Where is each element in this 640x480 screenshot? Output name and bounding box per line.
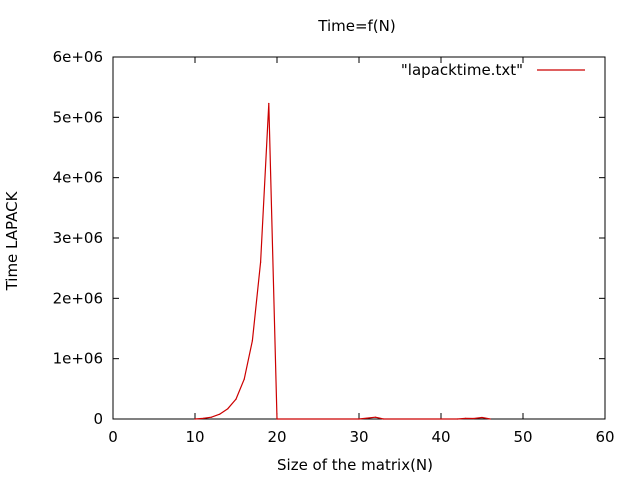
chart-title: Time=f(N) <box>317 17 395 35</box>
x-tick-label: 50 <box>513 428 532 446</box>
data-point <box>251 340 253 342</box>
x-tick-label: 40 <box>431 428 450 446</box>
data-point <box>235 398 237 400</box>
y-tick-label: 1e+06 <box>53 350 103 368</box>
y-tick-label: 4e+06 <box>53 169 103 187</box>
x-tick-label: 20 <box>267 428 286 446</box>
data-point <box>219 413 221 415</box>
y-tick-label: 3e+06 <box>53 229 103 247</box>
x-tick-label: 60 <box>595 428 614 446</box>
data-point <box>465 417 467 419</box>
data-point <box>268 102 270 105</box>
data-point <box>456 418 458 420</box>
data-point <box>473 417 475 420</box>
legend: "lapacktime.txt" <box>401 61 585 79</box>
y-tick-label: 5e+06 <box>53 108 103 126</box>
y-tick-label: 0 <box>93 410 103 428</box>
data-point <box>489 418 491 420</box>
data-point <box>194 418 196 420</box>
legend-label: "lapacktime.txt" <box>401 61 523 79</box>
data-point <box>358 418 360 420</box>
series-group <box>194 102 491 420</box>
axis-ticks: 0 10 20 30 40 50 60 0 1e+06 2e+06 3e+06 4e+06 5e+06 6… <box>53 48 615 446</box>
plot-frame <box>112 56 606 420</box>
y-axis-label: Time LAPACK <box>3 190 21 291</box>
x-tick-label: 0 <box>108 428 118 446</box>
y-tick-label: 2e+06 <box>53 289 103 307</box>
data-point <box>481 416 483 419</box>
data-point <box>374 416 376 418</box>
y-tick-label: 6e+06 <box>53 48 103 66</box>
data-point <box>243 378 245 380</box>
series-line <box>194 102 491 420</box>
x-tick-label: 10 <box>185 428 204 446</box>
data-point <box>202 417 204 419</box>
x-tick-label: 30 <box>349 428 368 446</box>
x-axis-label: Size of the matrix(N) <box>277 456 433 474</box>
data-point <box>276 418 278 420</box>
data-point <box>366 417 368 419</box>
data-point <box>383 418 385 420</box>
data-point <box>227 408 229 410</box>
data-point <box>260 261 262 263</box>
data-point <box>210 416 212 418</box>
